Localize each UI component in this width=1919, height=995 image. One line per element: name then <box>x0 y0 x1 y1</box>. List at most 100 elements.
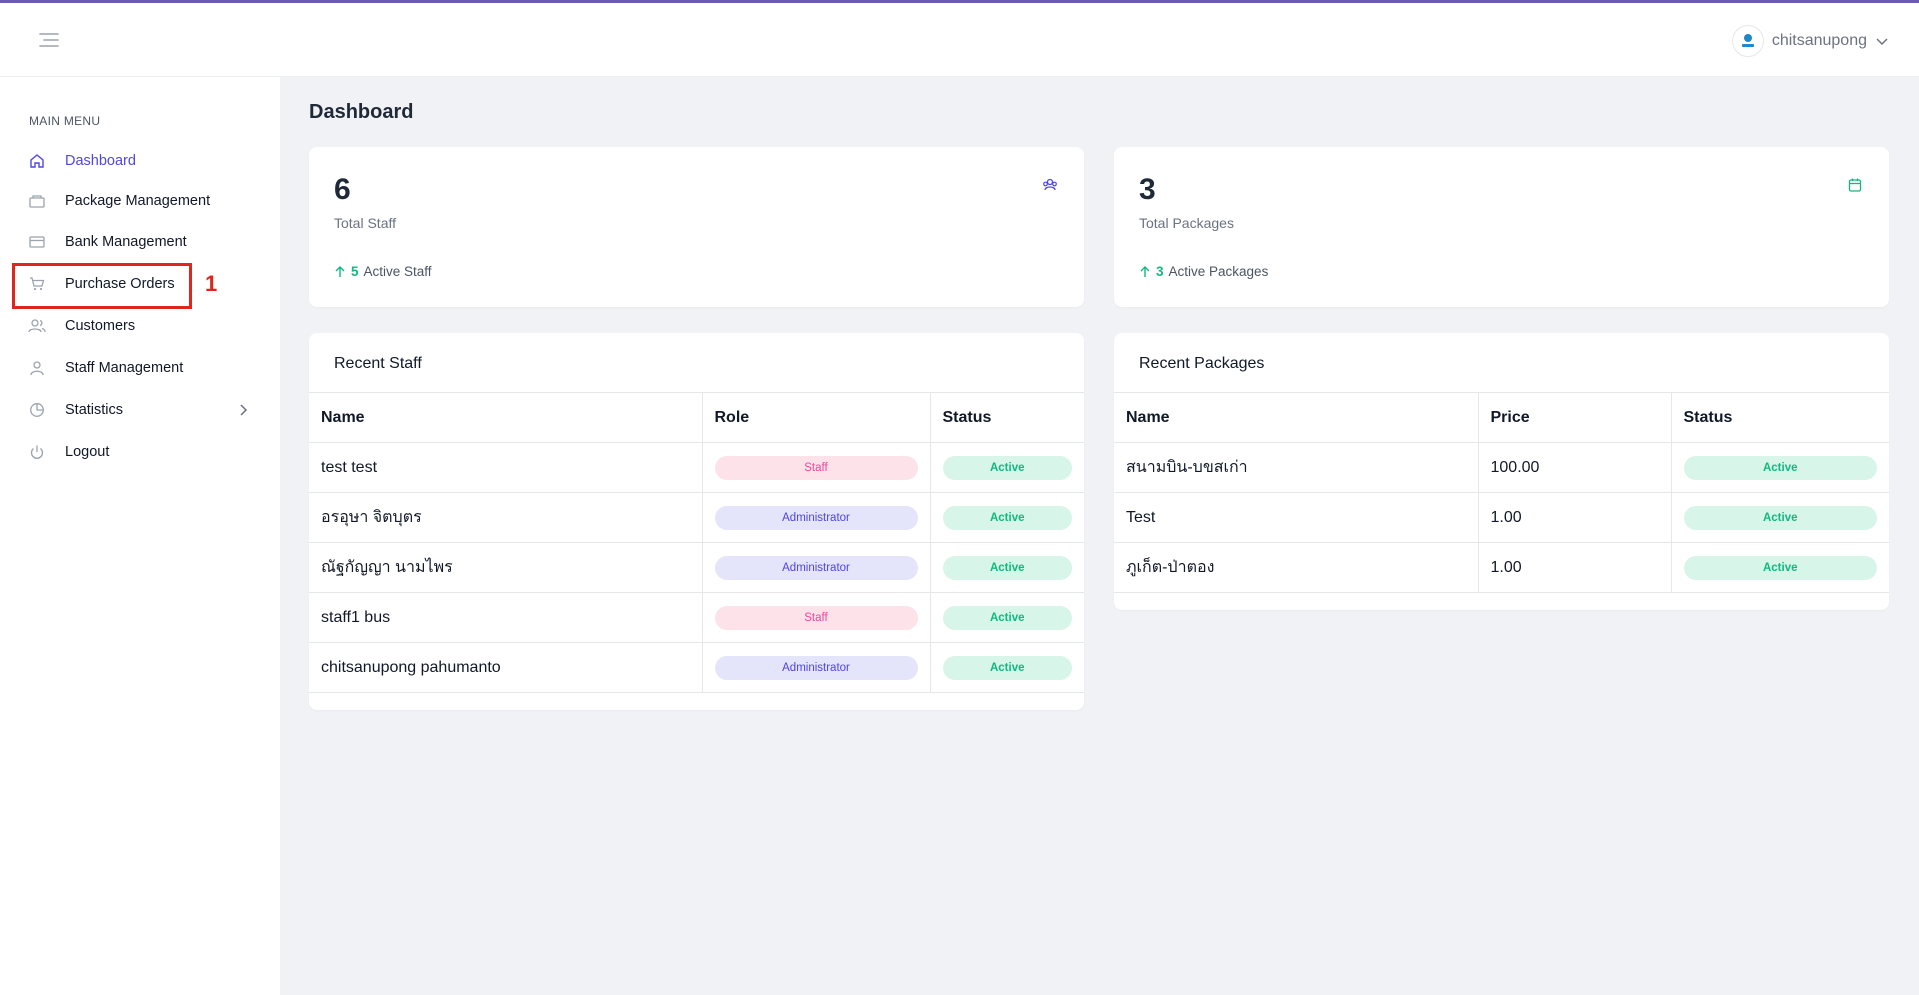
sidebar-item-staff-management[interactable]: Staff Management <box>0 351 280 385</box>
main-content: Dashboard 6 Total Staff 5 Active Staff 3… <box>280 77 1919 995</box>
chevron-right-icon <box>240 404 248 416</box>
table-header-row: Name Price Status <box>1114 392 1889 443</box>
card-title: Recent Packages <box>1139 355 1265 372</box>
table-row: ภูเก็ต-ป่าตอง 1.00 Active <box>1114 542 1889 593</box>
hamburger-icon <box>39 33 59 47</box>
page-title: Dashboard <box>309 101 414 123</box>
sidebar-item-dashboard[interactable]: Dashboard <box>0 144 280 178</box>
column-header: Name <box>309 392 702 443</box>
status-badge: Active <box>1683 555 1877 580</box>
column-header: Name <box>1114 392 1478 443</box>
power-icon <box>28 443 46 461</box>
menu-section-title: MAIN MENU <box>29 114 101 128</box>
sidebar-item-label: Customers <box>65 318 136 334</box>
package-box-icon <box>1848 178 1862 192</box>
sidebar-item-label: Dashboard <box>65 153 136 169</box>
status-badge: Active <box>1683 505 1877 530</box>
role-badge: Staff <box>714 455 918 480</box>
sidebar-item-label: Staff Management <box>65 360 184 376</box>
sidebar-item-label: Package Management <box>65 193 211 209</box>
stat-trend-label: Active Staff <box>363 264 432 279</box>
staff-name: staff1 bus <box>309 592 702 643</box>
status-badge: Active <box>942 605 1072 630</box>
logo-icon <box>1741 34 1754 47</box>
card-title: Recent Staff <box>334 355 422 372</box>
sidebar-item-statistics[interactable]: Statistics <box>0 393 280 427</box>
credit-card-icon <box>28 233 46 251</box>
chevron-down-icon <box>1876 38 1888 46</box>
avatar <box>1731 25 1764 57</box>
sidebar-item-purchase-orders[interactable]: Purchase Orders <box>0 267 280 301</box>
sidebar-item-label: Statistics <box>65 402 124 418</box>
recent-packages-table: Name Price Status สนามบิน-บขสเก่า 100.00… <box>1114 392 1889 593</box>
status-badge: Active <box>942 505 1072 530</box>
sidebar-item-label: Purchase Orders <box>65 276 175 292</box>
pie-chart-icon <box>28 401 46 419</box>
stat-trend-label: Active Packages <box>1168 264 1269 279</box>
annotation-number: 1 <box>205 271 218 296</box>
stat-trend-value: 3 <box>1156 264 1164 279</box>
package-price: 1.00 <box>1477 542 1671 593</box>
recent-staff-card: Recent Staff Name Role Status test test … <box>309 333 1084 710</box>
package-icon <box>28 192 46 210</box>
stat-trend: 5 Active Staff <box>334 264 432 279</box>
sidebar-item-bank-management[interactable]: Bank Management <box>0 225 280 259</box>
sidebar-item-package-management[interactable]: Package Management <box>0 184 280 218</box>
table-header-row: Name Role Status <box>309 392 1084 443</box>
table-row: chitsanupong pahumanto Administrator Act… <box>309 642 1084 693</box>
table-row: Test 1.00 Active <box>1114 492 1889 543</box>
package-name: สนามบิน-บขสเก่า <box>1114 442 1478 493</box>
sidebar-item-customers[interactable]: Customers <box>0 309 280 343</box>
stat-value: 3 <box>1139 173 1156 206</box>
top-header: chitsanupong <box>0 3 1919 77</box>
user-icon <box>28 359 46 377</box>
stat-trend: 3 Active Packages <box>1139 264 1268 279</box>
username: chitsanupong <box>1771 32 1867 49</box>
package-name: ภูเก็ต-ป่าตอง <box>1114 542 1478 593</box>
staff-name: test test <box>309 442 702 493</box>
recent-packages-card: Recent Packages Name Price Status สนามบิ… <box>1114 333 1889 610</box>
menu-toggle-button[interactable] <box>38 31 60 49</box>
column-header: Status <box>929 392 1084 443</box>
table-row: สนามบิน-บขสเก่า 100.00 Active <box>1114 442 1889 493</box>
package-price: 1.00 <box>1477 492 1671 543</box>
arrow-up-icon <box>335 265 345 277</box>
status-badge: Active <box>1683 455 1877 480</box>
stat-trend-value: 5 <box>351 264 359 279</box>
status-badge: Active <box>942 455 1072 480</box>
role-badge: Administrator <box>714 655 918 680</box>
status-badge: Active <box>942 555 1072 580</box>
staff-name: chitsanupong pahumanto <box>309 642 702 693</box>
table-row: ณัฐกัญญา นามไพร Administrator Active <box>309 542 1084 593</box>
role-badge: Staff <box>714 605 918 630</box>
stat-value: 6 <box>334 173 351 206</box>
user-menu[interactable]: chitsanupong <box>1731 25 1889 57</box>
table-row: test test Staff Active <box>309 442 1084 493</box>
column-header: Role <box>701 392 930 443</box>
top-accent-line <box>0 0 1919 3</box>
cart-icon <box>28 275 46 293</box>
table-row: อรอุษา จิตบุตร Administrator Active <box>309 492 1084 543</box>
package-price: 100.00 <box>1477 442 1671 493</box>
sidebar: MAIN MENU Dashboard Package Management B… <box>0 77 280 995</box>
stat-label: Total Staff <box>334 215 397 231</box>
column-header: Status <box>1670 392 1889 443</box>
staff-name: ณัฐกัญญา นามไพร <box>309 542 702 593</box>
staff-name: อรอุษา จิตบุตร <box>309 492 702 543</box>
package-name: Test <box>1114 492 1478 543</box>
team-icon <box>1043 178 1057 191</box>
role-badge: Administrator <box>714 505 918 530</box>
role-badge: Administrator <box>714 555 918 580</box>
recent-staff-table: Name Role Status test test Staff Active … <box>309 392 1084 693</box>
status-badge: Active <box>942 655 1072 680</box>
stat-card-total-packages: 3 Total Packages 3 Active Packages <box>1114 147 1889 307</box>
sidebar-item-label: Logout <box>65 444 110 460</box>
sidebar-item-logout[interactable]: Logout <box>0 435 280 469</box>
sidebar-item-label: Bank Management <box>65 234 187 250</box>
column-header: Price <box>1477 392 1671 443</box>
users-icon <box>28 317 46 335</box>
stat-label: Total Packages <box>1139 215 1234 231</box>
arrow-up-icon <box>1140 265 1150 277</box>
table-row: staff1 bus Staff Active <box>309 592 1084 643</box>
stat-card-total-staff: 6 Total Staff 5 Active Staff <box>309 147 1084 307</box>
